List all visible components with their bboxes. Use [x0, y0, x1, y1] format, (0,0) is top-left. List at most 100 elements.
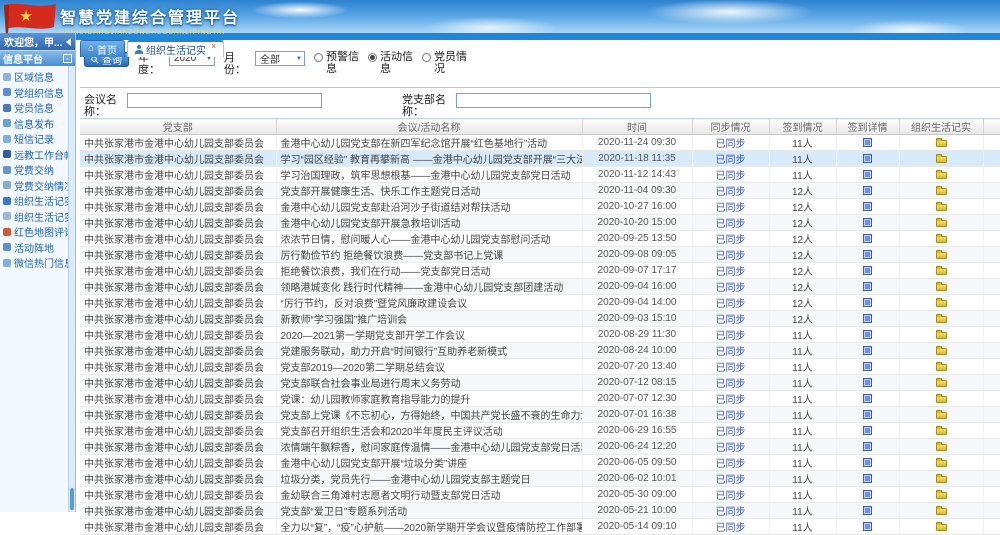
org-life-record-icon[interactable] — [936, 252, 947, 259]
signin-detail-icon[interactable] — [863, 138, 872, 147]
sync-status-link[interactable]: 已同步 — [716, 155, 746, 166]
org-life-record-icon[interactable] — [936, 284, 947, 291]
meeting-name-input[interactable] — [127, 93, 322, 108]
signin-detail-icon[interactable] — [863, 490, 872, 499]
sync-status-link[interactable]: 已同步 — [716, 203, 746, 214]
sync-status-link[interactable]: 已同步 — [716, 491, 746, 502]
sidebar-item-info-publish[interactable]: 信息发布 — [0, 116, 75, 132]
sidebar-item-wechat-hot-info[interactable]: 微信热门信息 — [0, 255, 75, 271]
sidebar-item-party-fee-pay[interactable]: 党费交纳 — [0, 162, 75, 178]
branch-name-input[interactable] — [456, 93, 651, 108]
signin-detail-icon[interactable] — [863, 522, 872, 531]
org-life-record-icon[interactable] — [936, 204, 947, 211]
month-select[interactable]: 全部 ▼ — [255, 51, 305, 66]
signin-detail-icon[interactable] — [863, 170, 872, 179]
sync-status-link[interactable]: 已同步 — [716, 235, 746, 246]
table-row[interactable]: 中共张家港市金港中心幼儿园支部委员会垃圾分类，党员先行——金港中心幼儿园党支部主… — [80, 471, 1000, 487]
signin-detail-icon[interactable] — [863, 346, 872, 355]
table-row[interactable]: 中共张家港市金港中心幼儿园支部委员会领略港城变化 践行时代精神——金港中心幼儿园… — [80, 279, 1000, 295]
sync-status-link[interactable]: 已同步 — [716, 219, 746, 230]
org-life-record-icon[interactable] — [936, 476, 947, 483]
table-row[interactable]: 中共张家港市金港中心幼儿园支部委员会党支部上党课《不忘初心，方得始终，中国共产党… — [80, 407, 1000, 423]
sidebar-item-org-life-record[interactable]: 组织生活记实 — [0, 193, 75, 209]
org-life-record-icon[interactable] — [936, 332, 947, 339]
sidebar-item-distance-edu-ledger[interactable]: 远教工作台帐 — [0, 147, 75, 163]
signin-detail-icon[interactable] — [863, 298, 872, 307]
signin-detail-icon[interactable] — [863, 458, 872, 467]
signin-detail-icon[interactable] — [863, 362, 872, 371]
radio-warning-info[interactable]: 预警信 息 — [314, 52, 359, 75]
sync-status-link[interactable]: 已同步 — [716, 443, 746, 454]
signin-detail-icon[interactable] — [863, 506, 872, 515]
sync-status-link[interactable]: 已同步 — [716, 395, 746, 406]
signin-detail-icon[interactable] — [863, 442, 872, 451]
table-row[interactable]: 中共张家港市金港中心幼儿园支部委员会学习治国理政，筑牢思想根基——金港中心幼儿园… — [80, 167, 1000, 183]
org-life-record-icon[interactable] — [936, 396, 947, 403]
org-life-record-icon[interactable] — [936, 492, 947, 499]
sync-status-link[interactable]: 已同步 — [716, 379, 746, 390]
org-life-record-icon[interactable] — [936, 220, 947, 227]
org-life-record-icon[interactable] — [936, 364, 947, 371]
sync-status-link[interactable]: 已同步 — [716, 315, 746, 326]
sidebar-item-org-life-record-preview[interactable]: 组织生活记实预 — [0, 209, 75, 225]
signin-detail-icon[interactable] — [863, 394, 872, 403]
signin-detail-icon[interactable] — [863, 218, 872, 227]
sidebar-collapse-icon[interactable] — [66, 38, 71, 46]
signin-detail-icon[interactable] — [863, 410, 872, 419]
org-life-record-icon[interactable] — [936, 172, 947, 179]
radio-member-status[interactable]: 党员情 况 — [422, 52, 467, 75]
org-life-record-icon[interactable] — [936, 460, 947, 467]
table-row[interactable]: 中共张家港市金港中心幼儿园支部委员会党建服务联动，助力开启“时间银行”互助养老新… — [80, 343, 1000, 359]
sidebar-item-region-info[interactable]: 区域信息 — [0, 69, 75, 85]
table-row[interactable]: 中共张家港市金港中心幼儿园支部委员会金港中心幼儿园党支部在新四军纪念馆开展“红色… — [80, 135, 1000, 151]
signin-detail-icon[interactable] — [863, 186, 872, 195]
org-life-record-icon[interactable] — [936, 348, 947, 355]
signin-detail-icon[interactable] — [863, 314, 872, 323]
signin-detail-icon[interactable] — [863, 330, 872, 339]
table-row[interactable]: 中共张家港市金港中心幼儿园支部委员会浓浓节日情，慰问暖人心——金港中心幼儿园党支… — [80, 231, 1000, 247]
tab-home[interactable]: ⌂ 首页 — [80, 40, 125, 57]
radio-activity-info[interactable]: 活动信 息 — [368, 52, 413, 75]
org-life-record-icon[interactable] — [936, 268, 947, 275]
signin-detail-icon[interactable] — [863, 154, 872, 163]
table-row[interactable]: 中共张家港市金港中心幼儿园支部委员会金幼联合三角滩村志愿者文明行动暨支部党日活动… — [80, 487, 1000, 503]
table-row[interactable]: 中共张家港市金港中心幼儿园支部委员会厉行勤俭节约 拒绝餐饮浪费——党支部书记上党… — [80, 247, 1000, 263]
org-life-record-icon[interactable] — [936, 236, 947, 243]
signin-detail-icon[interactable] — [863, 378, 872, 387]
sync-status-link[interactable]: 已同步 — [716, 459, 746, 470]
signin-detail-icon[interactable] — [863, 426, 872, 435]
org-life-record-icon[interactable] — [936, 300, 947, 307]
sidebar-scrollbar-thumb[interactable] — [70, 488, 74, 510]
sync-status-link[interactable]: 已同步 — [716, 523, 746, 534]
sync-status-link[interactable]: 已同步 — [716, 251, 746, 262]
org-life-record-icon[interactable] — [936, 156, 947, 163]
org-life-record-icon[interactable] — [936, 444, 947, 451]
sidebar-item-sms-record[interactable]: 短信记录 — [0, 131, 75, 147]
org-life-record-icon[interactable] — [936, 412, 947, 419]
sidebar-item-red-map-comment[interactable]: 红色地图评论 — [0, 224, 75, 240]
sync-status-link[interactable]: 已同步 — [716, 267, 746, 278]
sync-status-link[interactable]: 已同步 — [716, 171, 746, 182]
sync-status-link[interactable]: 已同步 — [716, 411, 746, 422]
sync-status-link[interactable]: 已同步 — [716, 507, 746, 518]
sync-status-link[interactable]: 已同步 — [716, 347, 746, 358]
table-row[interactable]: 中共张家港市金港中心幼儿园支部委员会浓情端午飘粽香，慰问家庭传温情——金港中心幼… — [80, 439, 1000, 455]
sync-status-link[interactable]: 已同步 — [716, 427, 746, 438]
org-life-record-icon[interactable] — [936, 140, 947, 147]
sidebar-item-party-org-info[interactable]: 党组织信息 — [0, 85, 75, 101]
signin-detail-icon[interactable] — [863, 202, 872, 211]
table-row[interactable]: 中共张家港市金港中心幼儿园支部委员会党支部召开组织生活会和2020半年度民主评议… — [80, 423, 1000, 439]
section-collapse-icon[interactable]: - — [63, 54, 72, 63]
tab-close-icon[interactable]: × — [211, 42, 216, 51]
sync-status-link[interactable]: 已同步 — [716, 283, 746, 294]
signin-detail-icon[interactable] — [863, 266, 872, 275]
